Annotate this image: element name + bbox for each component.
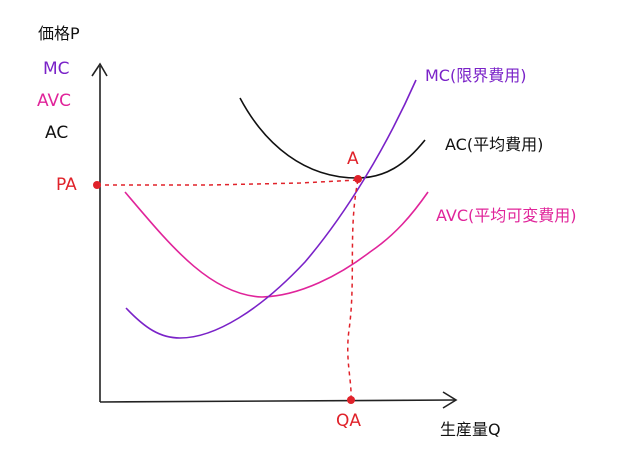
qa-point <box>347 396 355 404</box>
y-axis-title: 価格P <box>38 24 80 43</box>
x-axis-title: 生産量Q <box>440 420 501 439</box>
a-point <box>354 175 362 183</box>
pa-point <box>93 181 101 189</box>
avc-curve <box>124 191 429 298</box>
legend-mc: MC <box>43 59 70 79</box>
legend-ac: AC <box>45 123 68 143</box>
pa-dashed-line <box>97 179 359 186</box>
avc-curve-label: AVC(平均可変費用) <box>436 206 577 225</box>
point-a-label: A <box>347 149 359 169</box>
x-axis-arrowhead <box>442 391 458 409</box>
qa-dashed-line <box>347 179 359 401</box>
ac-curve <box>239 97 426 179</box>
mc-curve-label: MC(限界費用) <box>425 66 526 85</box>
point-pa-label: PA <box>56 175 77 195</box>
ac-curve-label: AC(平均費用) <box>445 135 543 154</box>
point-qa-label: QA <box>336 411 361 431</box>
mc-curve <box>125 79 417 339</box>
legend-avc: AVC <box>37 91 71 111</box>
x-axis <box>99 399 456 403</box>
y-axis-arrowhead <box>91 62 108 77</box>
